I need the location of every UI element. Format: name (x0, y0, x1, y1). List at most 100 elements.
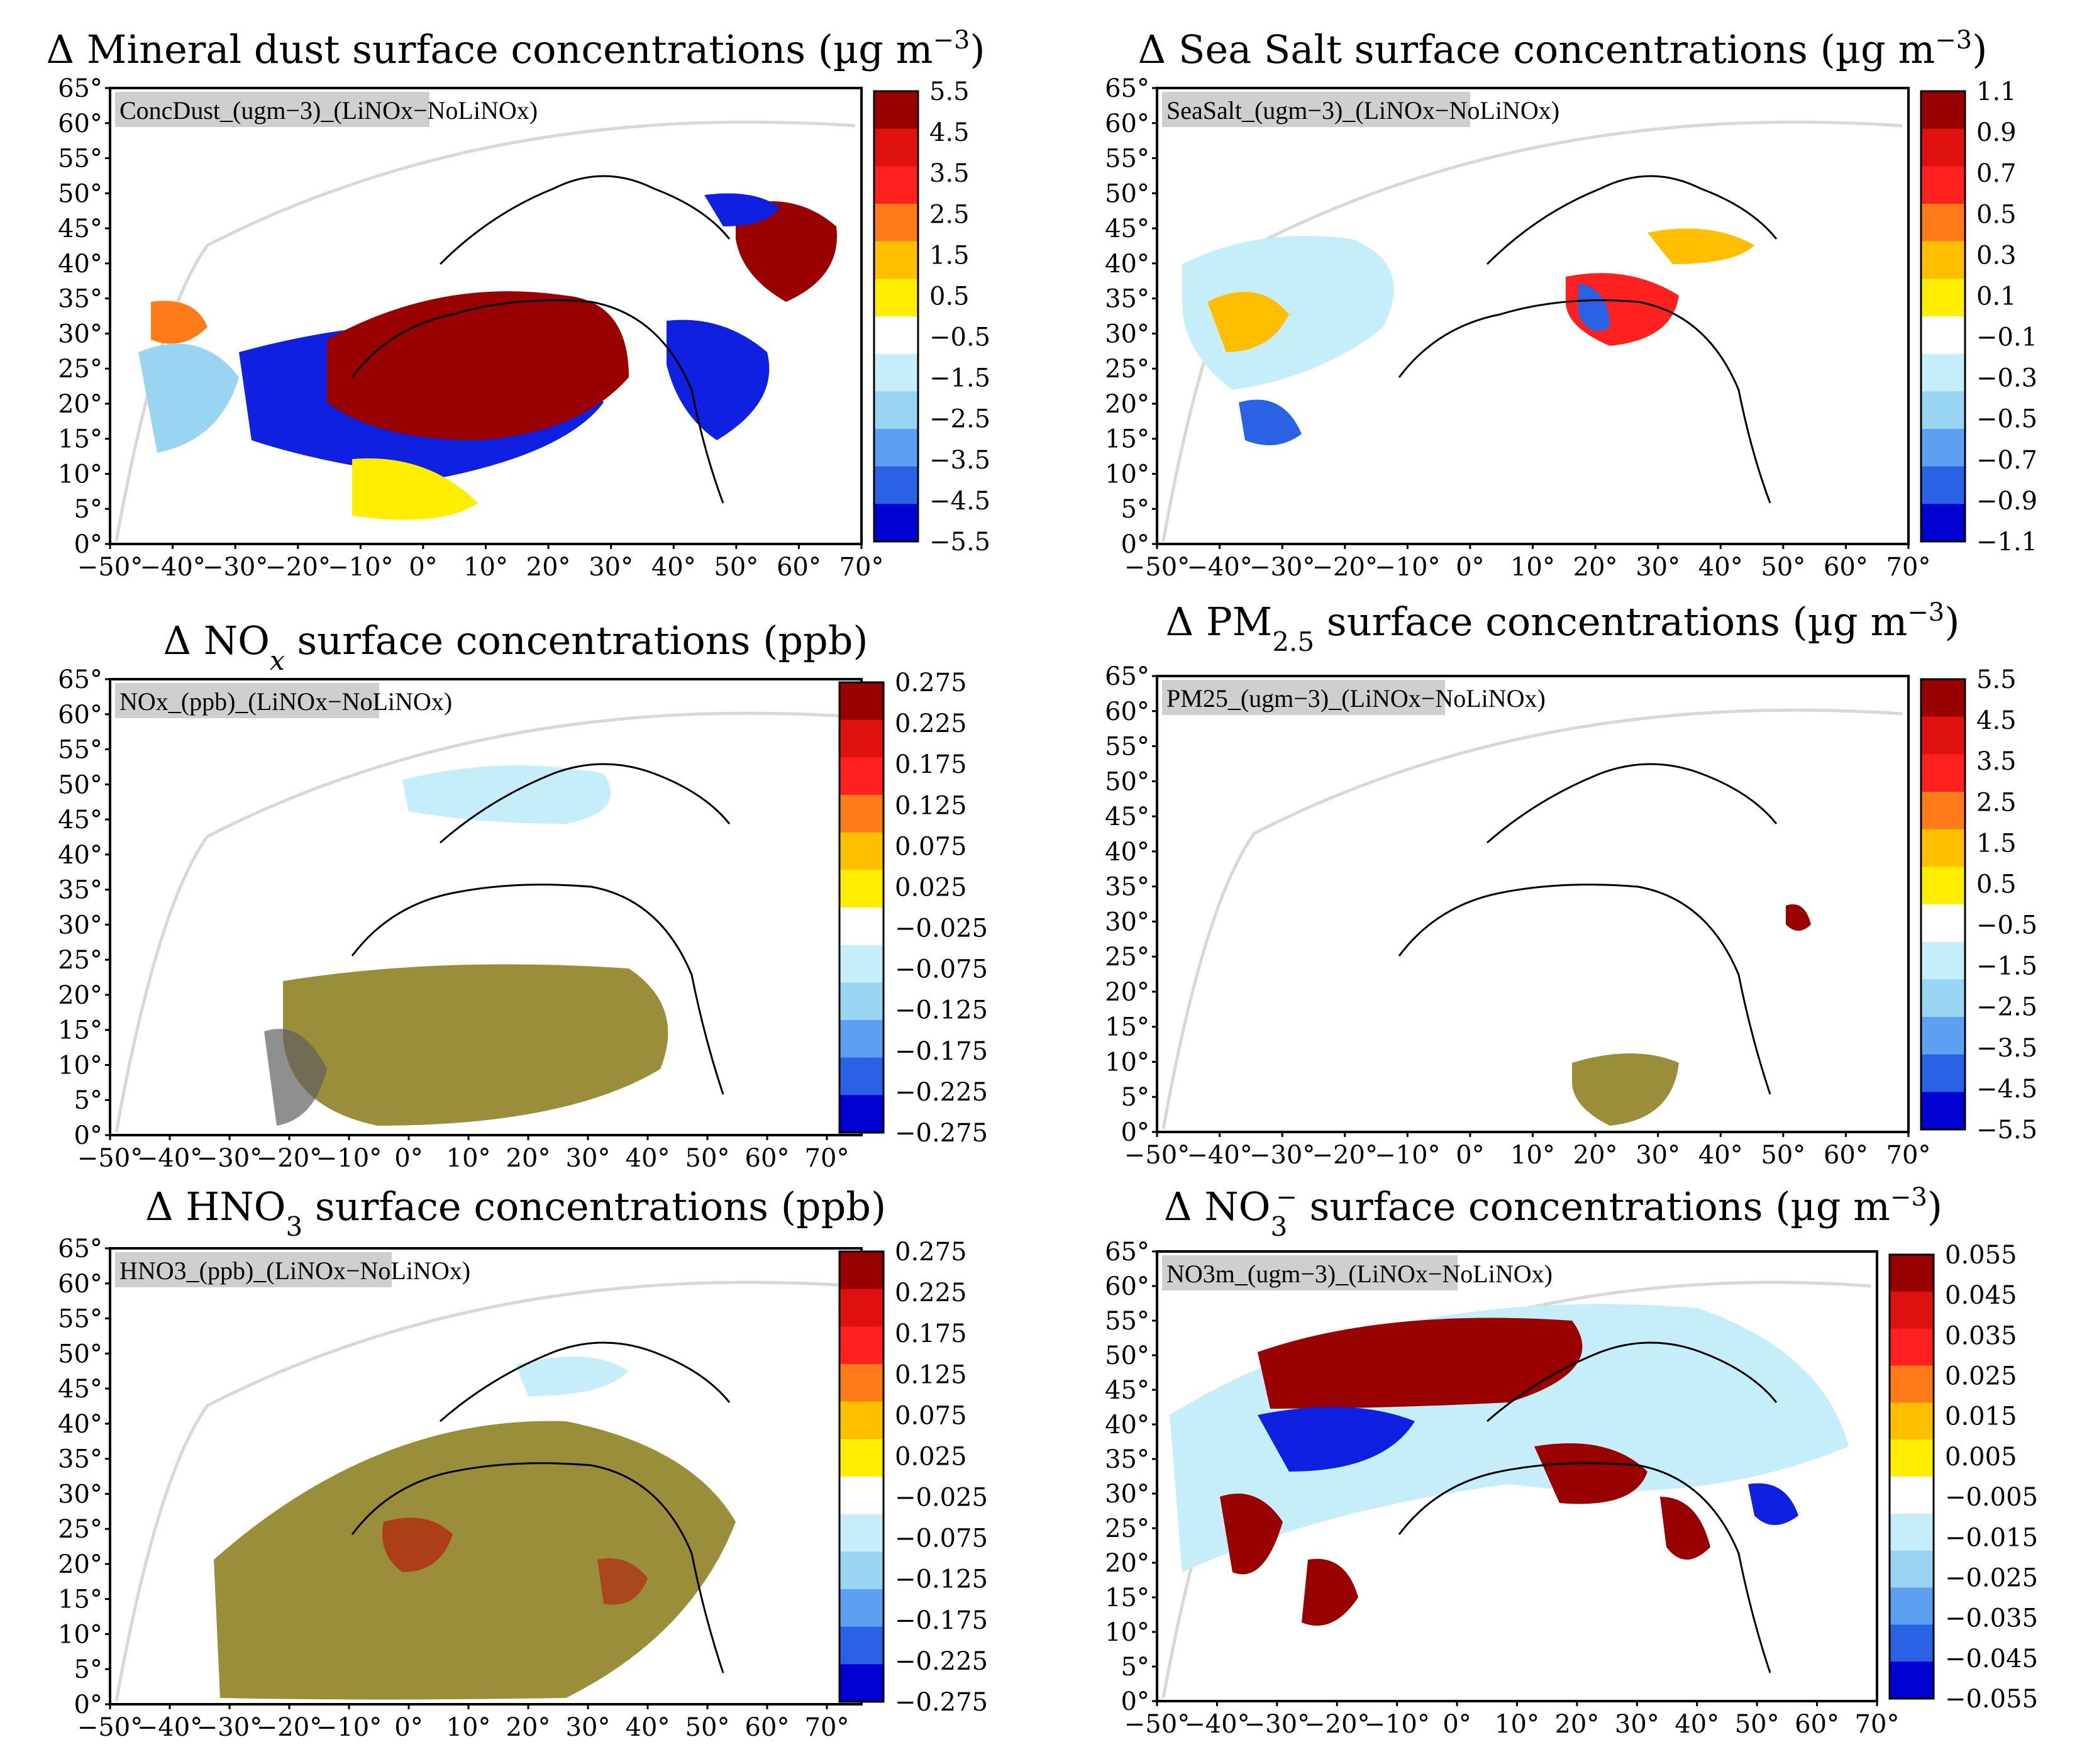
olive-region (1572, 1053, 1679, 1126)
panel-pm25: Δ PM2.5 surface concentrations (µg m−3) … (1105, 598, 2037, 1170)
colorbar-swatch (839, 1626, 883, 1665)
lon-tick-label: −20° (1312, 553, 1378, 582)
colorbar-tick-label: 0.015 (1945, 1402, 2017, 1431)
lat-tick-label: 40° (58, 841, 102, 870)
lat-tick-label: 25° (58, 946, 102, 975)
colorbar: 0.055 0.045 0.035 0.025 0.015 0.005 −0.005 −0.0… (1888, 1241, 2038, 1714)
lon-tick-label: 50° (1735, 1710, 1780, 1739)
colorbar-tick-label: 0.075 (895, 832, 967, 861)
lat-tick-label: 0° (74, 1690, 102, 1719)
colorbar-tick-label: −0.175 (895, 1606, 988, 1635)
negative-region (1258, 1407, 1415, 1472)
panel-title: Δ NOx surface concentrations (ppb) (163, 618, 868, 676)
lat-tick-label: 20° (58, 390, 102, 419)
lon-tick-label: 10° (1510, 553, 1555, 582)
lon-tick-label: 0° (394, 1144, 423, 1173)
colorbar-swatch (1921, 241, 1965, 279)
colorbar-tick-label: −1.1 (1976, 528, 2037, 557)
lat-tick-label: 10° (58, 1620, 102, 1649)
panel-label-box (1162, 92, 1470, 127)
lat-tick-label: 55° (1105, 733, 1149, 762)
lat-tick-label: 5° (74, 1655, 102, 1684)
lat-tick-label: 25° (58, 355, 102, 384)
lon-tick-label: −20° (1304, 1710, 1370, 1739)
lon-tick-label: −40° (140, 553, 205, 582)
map-area: NO3m_(ugm−3)_(LiNOx−NoLiNOx) (1156, 1250, 1878, 1702)
negative-region (1239, 399, 1302, 445)
colorbar-swatch (1921, 829, 1965, 867)
colorbar-swatch (1890, 1402, 1934, 1440)
colorbar-tick-label: 0.045 (1945, 1281, 2017, 1310)
colorbar-swatch (839, 1251, 883, 1290)
colorbar-swatch (1921, 1017, 1965, 1055)
lat-tick-label: 40° (58, 1410, 102, 1439)
lat-tick-label: 40° (1105, 250, 1149, 279)
positive-region (327, 291, 629, 440)
colorbar-swatch (839, 1589, 883, 1628)
lon-tick-label: −10° (1364, 1710, 1429, 1739)
lat-tick-label: 35° (1105, 285, 1149, 314)
negative-region (704, 193, 780, 226)
lon-tick-label: 40° (1698, 1141, 1743, 1170)
lon-tick-label: −30° (1244, 1710, 1310, 1739)
colorbar-tick-label: 0.055 (1945, 1241, 2017, 1270)
colorbar-tick-label: −2.5 (1976, 993, 2037, 1022)
lon-tick-label: 30° (566, 1713, 611, 1742)
colorbar-tick-label: −0.055 (1945, 1685, 2038, 1714)
panel-label: PM25_(ugm−3)_(LiNOx−NoLiNOx) (1166, 684, 1546, 713)
colorbar-tick-label: 0.025 (895, 1442, 967, 1471)
coastline (439, 175, 731, 265)
lat-tick-label: 15° (58, 1585, 102, 1614)
lat-tick-label: 15° (1105, 425, 1149, 454)
colorbar-swatch (839, 870, 883, 908)
panel-label-box (115, 1252, 392, 1287)
colorbar-swatch (839, 1439, 883, 1477)
colorbar-swatch (1921, 792, 1965, 830)
colorbar-swatch (1921, 867, 1965, 905)
colorbar-swatch (1890, 1661, 1934, 1699)
colorbar-swatch (839, 1364, 883, 1402)
colorbar-tick-label: −0.025 (895, 1484, 988, 1512)
lat-tick-label: 30° (1105, 319, 1149, 348)
colorbar-tick-label: −0.275 (895, 1119, 988, 1148)
colorbar-swatch (874, 91, 918, 130)
lon-tick-label: 50° (685, 1713, 730, 1742)
light-blue-region (516, 1356, 629, 1396)
lat-tick-label: 15° (58, 425, 102, 454)
colorbar-swatch (839, 945, 883, 983)
lon-tick-label: −50° (1124, 1710, 1190, 1739)
colorbar-swatch (874, 429, 918, 467)
colorbar-tick-label: −3.5 (1976, 1034, 2037, 1063)
lon-tick-label: −20° (257, 1144, 322, 1173)
lon-tick-label: −10° (316, 1144, 382, 1173)
colorbar-tick-label: −0.015 (1945, 1523, 2038, 1552)
positive-region (1302, 1558, 1358, 1626)
lon-tick-label: 0° (1442, 1710, 1471, 1739)
lon-tick-label: 60° (1824, 553, 1868, 582)
colorbar-swatch (1921, 316, 1965, 355)
light-blue-region (402, 765, 611, 824)
lon-tick-label: 0° (394, 1713, 423, 1742)
lat-tick-label: 65° (1105, 74, 1149, 103)
lon-tick-label: 50° (1761, 1141, 1805, 1170)
colorbar-swatch (874, 204, 918, 242)
lon-tick-label: −30° (1249, 553, 1315, 582)
lon-tick-label: 10° (1495, 1710, 1539, 1739)
olive-region (283, 964, 668, 1126)
lon-tick-label: −50° (1124, 553, 1190, 582)
colorbar-swatch (839, 1095, 883, 1133)
colorbar-swatch (1890, 1587, 1934, 1625)
colorbar: 5.5 4.5 3.5 2.5 1.5 0.5 −0.5 −1.5 −2.5 −3.5 −4.5 −5… (873, 77, 990, 557)
colorbar-tick-label: −5.5 (1976, 1116, 2037, 1145)
lat-tick-label: 10° (1105, 1618, 1149, 1647)
colorbar-swatch (1890, 1513, 1934, 1551)
lon-tick-label: 40° (626, 1713, 670, 1742)
colorbar-tick-label: 0.3 (1976, 241, 2017, 270)
colorbar-tick-label: −1.5 (1976, 952, 2037, 981)
lat-tick-label: 0° (1121, 1118, 1149, 1147)
lat-tick-label: 25° (58, 1515, 102, 1544)
lon-tick-label: −10° (1375, 553, 1440, 582)
lon-tick-label: −40° (137, 1144, 202, 1173)
lat-tick-label: 55° (1105, 145, 1149, 174)
lat-tick-label: 60° (1105, 1272, 1149, 1301)
